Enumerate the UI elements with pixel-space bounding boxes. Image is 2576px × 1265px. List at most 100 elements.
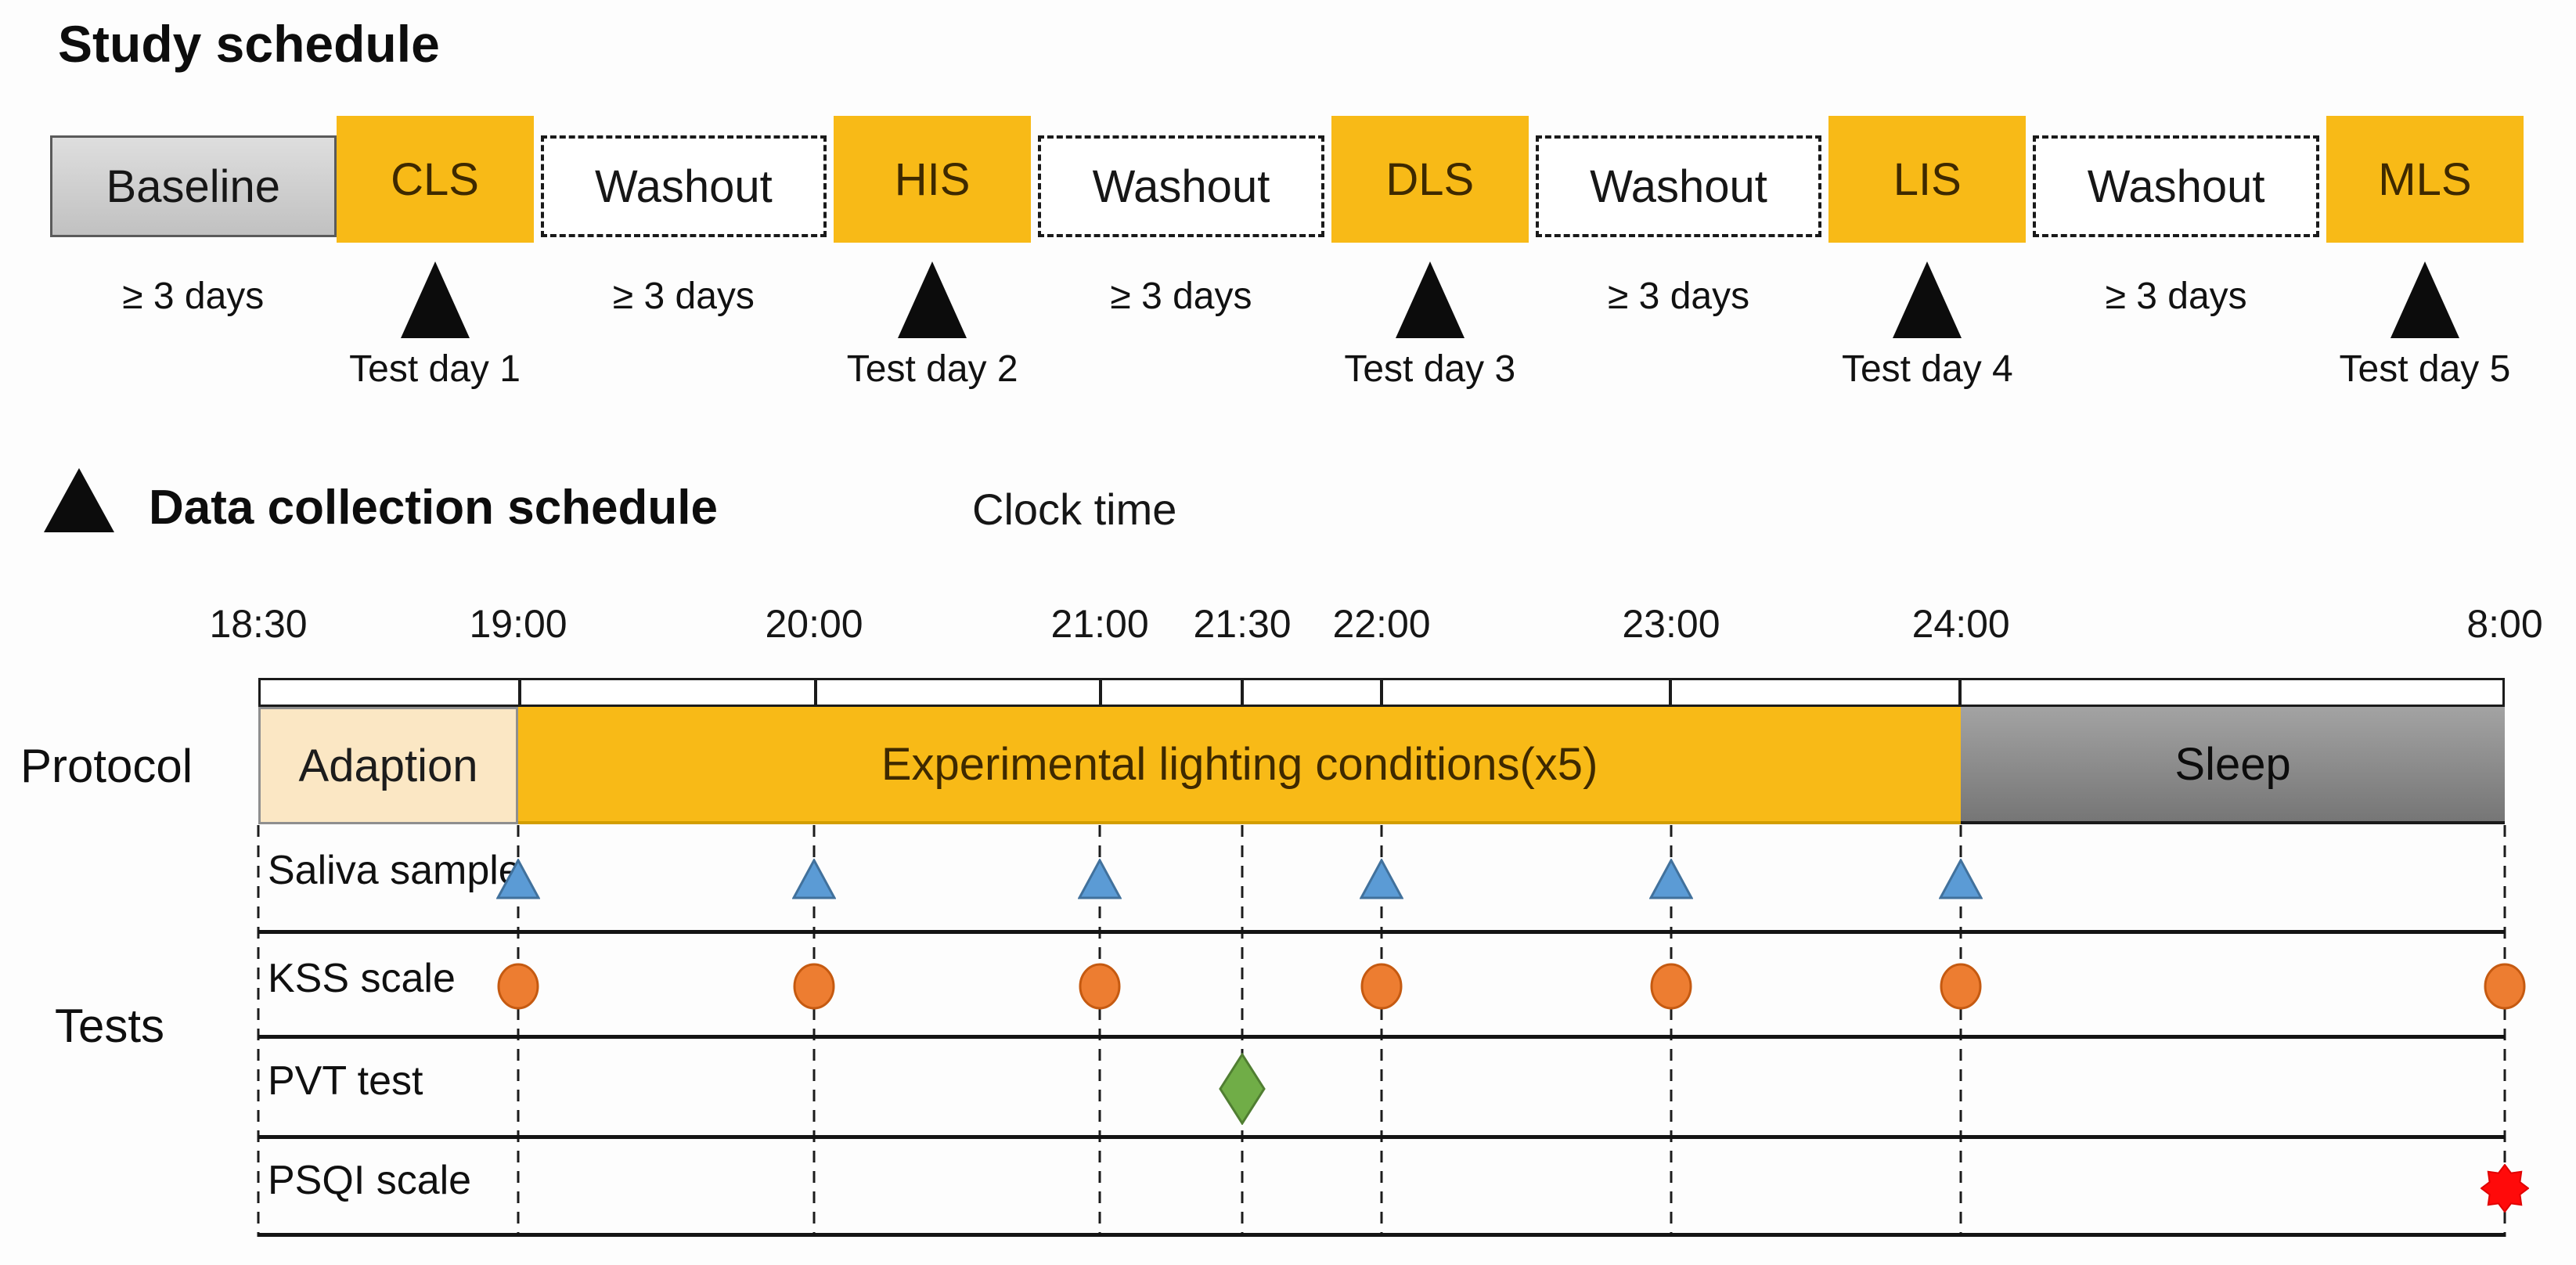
clock-tick-label: 8:00	[2466, 602, 2543, 646]
study-segment-washout: Washout ≥ 3 days	[540, 116, 827, 318]
diamond-marker-icon	[1219, 1052, 1266, 1126]
test-day-triangle-icon	[1395, 261, 1465, 338]
study-segment-washout: Washout ≥ 3 days	[1038, 116, 1324, 318]
protocol-axis-label: Protocol	[20, 739, 193, 792]
test-row-label: KSS scale	[268, 955, 456, 1001]
triangle-marker-icon	[495, 857, 541, 899]
clock-tick-label: 18:30	[209, 602, 308, 646]
protocol-box-sleep: Sleep	[1961, 707, 2505, 824]
clock-axis-bar	[258, 678, 2505, 707]
study-segment-mls: MLS Test day 5	[2326, 116, 2524, 391]
study-schedule-title: Study schedule	[58, 15, 440, 73]
study-box-washout: Washout	[540, 135, 827, 237]
time-gridline	[257, 825, 260, 1237]
clock-tick-label: 21:30	[1193, 602, 1292, 646]
study-segment-sublabel-group: Test day 3	[1344, 243, 1515, 391]
time-gridline	[1380, 825, 1383, 1237]
time-gridline	[1098, 825, 1101, 1237]
study-segment-cls: CLS Test day 1	[336, 116, 534, 391]
triangle-marker-icon	[1648, 857, 1694, 899]
ellipse-marker-icon	[2483, 962, 2527, 1011]
test-row-pvt-test: PVT test	[258, 1039, 2505, 1139]
study-box-cls: CLS	[336, 116, 534, 243]
triangle-marker-icon	[1077, 857, 1122, 899]
test-day-triangle-icon	[2390, 261, 2459, 338]
study-segment-sublabel-group: ≥ 3 days	[2106, 237, 2247, 318]
study-box-washout: Washout	[2033, 135, 2319, 237]
time-gridline	[1670, 825, 1673, 1237]
study-box-washout: Washout	[1038, 135, 1324, 237]
burst-marker-icon	[2480, 1162, 2530, 1213]
clock-tick-label: 21:00	[1050, 602, 1149, 646]
test-day-triangle-icon	[898, 261, 967, 338]
study-segment-sublabel-group: Test day 2	[847, 243, 1018, 391]
washout-duration-label: ≥ 3 days	[1607, 276, 1750, 317]
study-segment-sublabel-group: ≥ 3 days	[1608, 237, 1749, 318]
study-segment-sublabel-group: Test day 1	[349, 243, 521, 391]
study-segment-sublabel-group: ≥ 3 days	[1110, 237, 1252, 318]
protocol-box-adaption: Adaption	[258, 707, 519, 824]
tests-axis-label: Tests	[55, 999, 165, 1052]
test-day-triangle-icon	[1893, 261, 1962, 338]
test-row-label: Saliva sample	[268, 848, 521, 894]
clock-time-axis-title: Clock time	[972, 485, 1177, 534]
study-box-dls: DLS	[1331, 116, 1529, 243]
time-gridline	[1241, 825, 1244, 1237]
study-segment-baseline: Baseline ≥ 3 days	[50, 116, 337, 318]
study-timeline-row: Baseline ≥ 3 days CLS Test day 1 Washout ≥ 3 …	[50, 116, 2524, 391]
study-segment-washout: Washout ≥ 3 days	[2033, 116, 2319, 318]
data-collection-title: Data collection schedule	[149, 481, 718, 535]
study-segment-sublabel-group: ≥ 3 days	[122, 237, 264, 318]
test-row-saliva-sample: Saliva sample	[258, 824, 2505, 934]
test-day-label: Test day 4	[1841, 348, 2013, 390]
time-gridline	[2503, 825, 2506, 1237]
study-segment-his: HIS Test day 2	[834, 116, 1032, 391]
clock-tick-label: 19:00	[469, 602, 567, 646]
ellipse-marker-icon	[1078, 962, 1122, 1011]
study-segment-lis: LIS Test day 4	[1828, 116, 2027, 391]
test-day-label: Test day 3	[1344, 348, 1516, 390]
washout-duration-label: ≥ 3 days	[122, 276, 265, 317]
washout-duration-label: ≥ 3 days	[2105, 276, 2247, 317]
axis-tick-mark	[1958, 680, 1962, 705]
axis-tick-mark	[1380, 680, 1383, 705]
test-day-label: Test day 1	[349, 348, 521, 390]
axis-tick-mark	[1241, 680, 1245, 705]
test-day-triangle-icon	[400, 261, 470, 338]
study-segment-dls: DLS Test day 3	[1331, 116, 1529, 391]
time-gridline	[812, 825, 816, 1237]
study-segment-sublabel-group: ≥ 3 days	[613, 237, 755, 318]
axis-tick-mark	[1098, 680, 1102, 705]
axis-tick-mark	[813, 680, 817, 705]
study-box-baseline: Baseline	[50, 135, 337, 237]
study-box-washout: Washout	[1535, 135, 1822, 237]
washout-duration-label: ≥ 3 days	[612, 276, 755, 317]
time-gridline	[1959, 825, 1962, 1237]
study-segment-sublabel-group: Test day 4	[1842, 243, 2013, 391]
test-row-label: PSQI scale	[268, 1157, 472, 1203]
time-gridline	[517, 825, 520, 1237]
clock-tick-label: 20:00	[765, 602, 863, 646]
triangle-legend-icon	[44, 468, 114, 532]
ellipse-marker-icon	[1649, 962, 1693, 1011]
ellipse-marker-icon	[1360, 962, 1403, 1011]
washout-duration-label: ≥ 3 days	[1110, 276, 1252, 317]
axis-tick-mark	[1669, 680, 1673, 705]
protocol-box-experimental: Experimental lighting conditions(x5)	[518, 707, 1962, 824]
ellipse-marker-icon	[1939, 962, 1983, 1011]
study-box-his: HIS	[834, 116, 1032, 243]
clock-tick-label: 22:00	[1332, 602, 1431, 646]
clock-tick-label: 24:00	[1911, 602, 2010, 646]
test-row-label: PVT test	[268, 1058, 423, 1105]
test-day-label: Test day 5	[2339, 348, 2511, 390]
test-row-kss-scale: KSS scale	[258, 934, 2505, 1039]
study-box-lis: LIS	[1828, 116, 2027, 243]
triangle-marker-icon	[1359, 857, 1404, 899]
study-segment-sublabel-group: Test day 5	[2339, 243, 2511, 391]
study-segment-washout: Washout ≥ 3 days	[1535, 116, 1822, 318]
test-day-label: Test day 2	[846, 348, 1018, 390]
data-collection-legend: Data collection schedule	[44, 468, 718, 535]
clock-tick-label: 23:00	[1622, 602, 1720, 646]
